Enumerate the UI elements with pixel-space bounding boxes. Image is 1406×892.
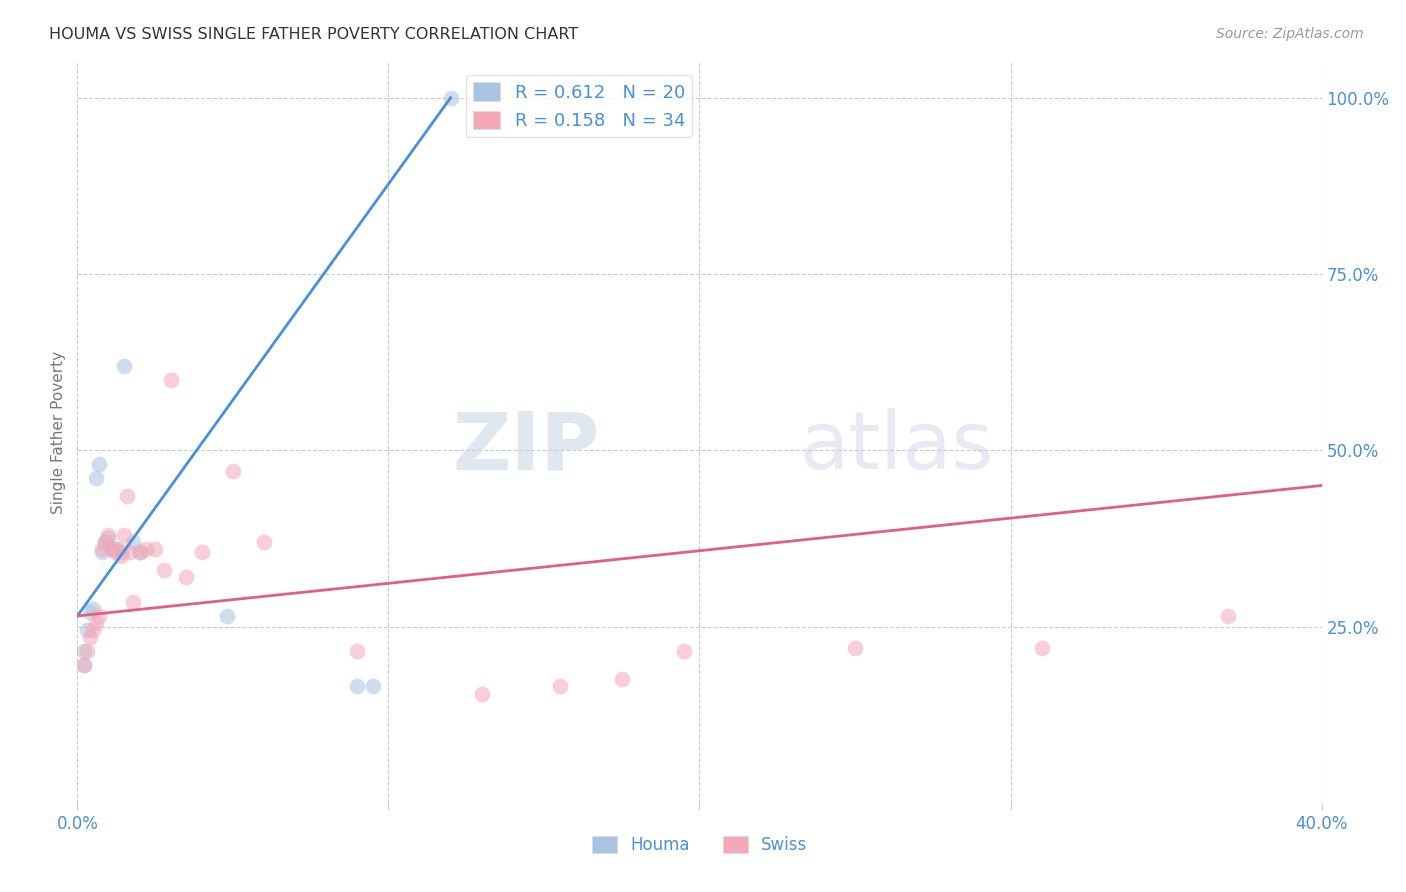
Point xyxy=(215,609,238,624)
Point xyxy=(110,549,132,563)
Point xyxy=(1218,609,1240,624)
Point xyxy=(122,535,145,549)
Point xyxy=(1031,640,1053,655)
Point xyxy=(222,464,245,478)
Point xyxy=(548,680,571,694)
Point xyxy=(82,623,104,637)
Point xyxy=(135,541,157,556)
Point xyxy=(844,640,866,655)
Point xyxy=(346,680,368,694)
Point xyxy=(72,658,94,673)
Point xyxy=(115,489,138,503)
Point xyxy=(610,673,633,687)
Point xyxy=(672,644,695,658)
Point xyxy=(112,528,135,542)
Point xyxy=(104,545,127,559)
Point xyxy=(94,535,117,549)
Text: ZIP: ZIP xyxy=(453,409,600,486)
Point xyxy=(361,680,384,694)
Point xyxy=(128,545,150,559)
Point xyxy=(122,595,145,609)
Point xyxy=(120,545,142,559)
Y-axis label: Single Father Poverty: Single Father Poverty xyxy=(51,351,66,514)
Point xyxy=(128,545,150,559)
Point xyxy=(97,532,120,546)
Point xyxy=(97,528,120,542)
Point xyxy=(191,545,214,559)
Point xyxy=(143,541,166,556)
Point xyxy=(253,535,276,549)
Point xyxy=(76,623,98,637)
Point xyxy=(91,545,114,559)
Point xyxy=(104,541,127,556)
Legend: Houma, Swiss: Houma, Swiss xyxy=(585,830,814,861)
Point xyxy=(107,541,129,556)
Point xyxy=(79,630,101,644)
Point xyxy=(100,541,122,556)
Point xyxy=(87,458,110,472)
Text: HOUMA VS SWISS SINGLE FATHER POVERTY CORRELATION CHART: HOUMA VS SWISS SINGLE FATHER POVERTY COR… xyxy=(49,27,578,42)
Point xyxy=(84,471,107,485)
Point xyxy=(87,609,110,624)
Point xyxy=(440,91,463,105)
Point xyxy=(159,373,181,387)
Point xyxy=(84,615,107,630)
Point xyxy=(76,644,98,658)
Point xyxy=(72,658,94,673)
Point xyxy=(79,606,101,620)
Point xyxy=(72,644,94,658)
Point xyxy=(174,570,197,584)
Point xyxy=(471,686,494,700)
Text: Source: ZipAtlas.com: Source: ZipAtlas.com xyxy=(1216,27,1364,41)
Point xyxy=(112,359,135,373)
Point xyxy=(110,545,132,559)
Point xyxy=(346,644,368,658)
Point xyxy=(153,563,176,577)
Point xyxy=(100,541,122,556)
Text: atlas: atlas xyxy=(799,409,994,486)
Point xyxy=(82,602,104,616)
Point xyxy=(94,535,117,549)
Point xyxy=(91,541,114,556)
